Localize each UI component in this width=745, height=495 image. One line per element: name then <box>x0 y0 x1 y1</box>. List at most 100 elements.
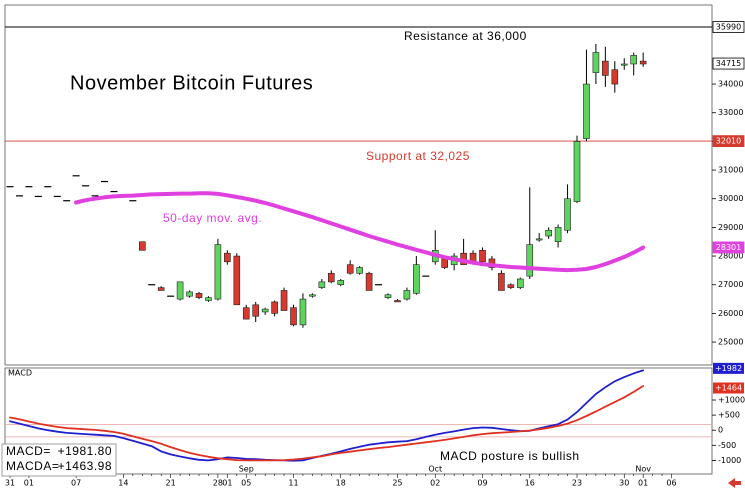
readout-value: +1981.80 <box>58 444 112 458</box>
candle-body <box>620 63 628 66</box>
candle-body <box>205 297 212 301</box>
x-tick-label: 31 <box>5 479 15 488</box>
annotation: MACD posture is bullish <box>440 449 580 463</box>
candle-body <box>554 227 562 243</box>
candle-body <box>602 60 609 76</box>
last-value-label: +1464 <box>715 383 742 392</box>
y-tick-label: 25000 <box>718 338 743 347</box>
candle-body <box>611 69 619 85</box>
candle-body <box>157 287 165 291</box>
panel-title: MACD <box>8 369 32 378</box>
candle-body <box>526 244 534 277</box>
readout-value: +1463.98 <box>58 459 112 473</box>
candle-body <box>224 252 231 263</box>
series-line <box>74 191 646 273</box>
candle-body <box>271 301 278 314</box>
candle-body <box>346 264 354 274</box>
candle-body <box>318 281 326 288</box>
candle-body <box>592 52 600 73</box>
candle-body <box>280 290 288 311</box>
candle-body <box>214 244 222 300</box>
x-tick-label: 01 <box>24 479 34 488</box>
y-tick-label: 34000 <box>718 80 743 89</box>
candle-body <box>356 267 363 274</box>
y-tick-label: 29000 <box>718 223 743 232</box>
y-tick-label: 0 <box>718 426 723 435</box>
scroll-arrow[interactable] <box>728 478 741 488</box>
x-tick-label: 30 <box>619 479 629 488</box>
readout-label: MACD= <box>6 444 51 458</box>
x-tick-label: 28 <box>213 479 223 488</box>
candle-body <box>479 250 486 263</box>
x-tick-label: 06 <box>666 479 676 488</box>
candle-body <box>403 290 411 300</box>
price-marker-box <box>712 241 745 254</box>
candle-body <box>507 284 515 288</box>
x-tick-label: 21 <box>166 479 176 488</box>
y-tick-label: 27000 <box>718 280 743 289</box>
candle-body <box>290 307 297 326</box>
candle-body <box>394 300 401 303</box>
month-label: Oct <box>428 465 442 474</box>
y-tick-label: +500 <box>718 411 740 420</box>
price-marker-box <box>712 57 745 70</box>
candle-body <box>498 272 505 291</box>
last-value-box <box>713 382 744 394</box>
candle-body <box>516 278 524 288</box>
candle-body <box>535 238 543 241</box>
candle-body <box>242 307 250 320</box>
plot-layer: 2500026000270002800029000300003100032000… <box>5 21 745 488</box>
candle-body <box>583 83 590 139</box>
candle-body <box>545 229 552 237</box>
last-value-label: +1982 <box>715 364 742 373</box>
annotation: Support at 32,025 <box>366 149 470 163</box>
x-tick-label: 23 <box>572 479 582 488</box>
candle-body <box>261 308 269 313</box>
series-label: 50-day mov. avg. <box>163 211 262 225</box>
candle-body <box>337 280 345 286</box>
x-tick-label: 01 <box>638 479 648 488</box>
price-panel <box>4 4 713 366</box>
y-tick-label: -1000 <box>718 456 741 465</box>
price-marker-label: 28301 <box>716 243 741 252</box>
x-tick-label: 05 <box>241 479 251 488</box>
month-label: Nov <box>635 465 651 474</box>
y-tick-label: 33000 <box>718 108 743 117</box>
candle-body <box>176 281 184 300</box>
chart-title: November Bitcoin Futures <box>70 72 313 94</box>
y-tick-label: 26000 <box>718 309 743 318</box>
readout-label: MACDA= <box>6 459 59 473</box>
candle-body <box>441 258 449 268</box>
candle-body <box>413 264 420 294</box>
y-tick-label: 28000 <box>718 252 743 261</box>
x-tick-label: 09 <box>477 479 487 488</box>
last-value-box <box>713 362 744 374</box>
candle-body <box>233 255 241 306</box>
annotation: Resistance at 36,000 <box>404 29 527 43</box>
price-marker-box <box>712 21 745 33</box>
candle-body <box>639 60 647 65</box>
x-tick-label: 18 <box>336 479 346 488</box>
x-tick-label: 14 <box>118 479 128 488</box>
month-label: Sep <box>239 465 254 474</box>
x-tick-label: 07 <box>71 479 81 488</box>
candle-body <box>252 304 259 317</box>
x-tick-label: 16 <box>525 479 535 488</box>
x-tick-label: 01 <box>222 479 232 488</box>
y-tick-label: 31000 <box>718 166 743 175</box>
price-marker-label: 32010 <box>716 137 741 146</box>
candle-body <box>195 293 203 298</box>
y-tick-label: +1000 <box>718 396 745 405</box>
macd-panel <box>4 367 713 475</box>
y-tick-label: -500 <box>718 441 736 450</box>
candle-body <box>384 294 392 298</box>
x-tick-label: 02 <box>430 479 440 488</box>
y-tick-label: 30000 <box>718 194 743 203</box>
x-tick-label: 25 <box>392 479 402 488</box>
price-marker-label: 34715 <box>716 59 741 68</box>
candle-body <box>573 141 581 202</box>
x-tick-label: 11 <box>288 479 298 488</box>
candle-body <box>365 272 373 291</box>
